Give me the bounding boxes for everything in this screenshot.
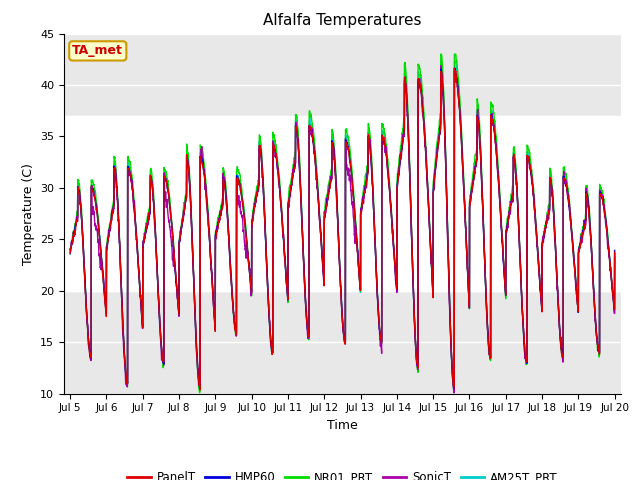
AM25T_PRT [67, 252, 74, 257]
Legend: PanelT, HMP60, NR01_PRT, SonicT, AM25T_PRT: PanelT, HMP60, NR01_PRT, SonicT, AM25T_P… [122, 466, 563, 480]
PanelT [611, 250, 618, 255]
NR01_PRT [611, 305, 618, 311]
Line: PanelT: PanelT [70, 69, 614, 390]
AM25T_PRT [611, 251, 618, 257]
NR01_PRT [322, 196, 330, 202]
SonicT [437, 63, 445, 69]
AM25T_PRT [322, 202, 330, 208]
PanelT [465, 287, 472, 293]
AM25T_PRT [451, 386, 458, 392]
PanelT [67, 250, 74, 256]
HMP60 [495, 193, 503, 199]
HMP60 [435, 143, 442, 149]
HMP60 [322, 205, 330, 211]
PanelT [611, 303, 618, 309]
SonicT [465, 288, 472, 293]
Line: AM25T_PRT: AM25T_PRT [70, 60, 614, 389]
AM25T_PRT [495, 191, 503, 196]
NR01_PRT [451, 390, 458, 396]
NR01_PRT [495, 184, 503, 190]
SonicT [450, 390, 458, 396]
NR01_PRT [164, 180, 172, 185]
Y-axis label: Temperature (C): Temperature (C) [22, 163, 35, 264]
AM25T_PRT [435, 137, 442, 143]
HMP60 [465, 288, 472, 294]
NR01_PRT [611, 251, 618, 256]
SonicT [322, 207, 330, 213]
AM25T_PRT [611, 305, 618, 311]
Line: HMP60: HMP60 [70, 68, 614, 388]
PanelT [451, 66, 458, 72]
PanelT [495, 193, 503, 199]
SonicT [495, 189, 503, 195]
SonicT [435, 140, 442, 146]
HMP60 [164, 188, 172, 194]
PanelT [322, 206, 330, 212]
NR01_PRT [67, 247, 74, 252]
HMP60 [451, 65, 458, 71]
SonicT [611, 254, 618, 260]
PanelT [164, 187, 172, 193]
HMP60 [611, 305, 618, 311]
SonicT [611, 306, 618, 312]
NR01_PRT [437, 51, 445, 57]
X-axis label: Time: Time [327, 419, 358, 432]
AM25T_PRT [164, 187, 172, 193]
NR01_PRT [435, 132, 442, 138]
PanelT [435, 141, 442, 147]
Text: TA_met: TA_met [72, 44, 124, 58]
HMP60 [67, 247, 74, 252]
Bar [64, 116, 621, 291]
NR01_PRT [465, 288, 472, 293]
Line: SonicT: SonicT [70, 66, 614, 393]
HMP60 [611, 248, 618, 253]
AM25T_PRT [437, 58, 445, 63]
SonicT [67, 251, 74, 256]
AM25T_PRT [465, 289, 472, 295]
HMP60 [451, 385, 458, 391]
Title: Alfalfa Temperatures: Alfalfa Temperatures [263, 13, 422, 28]
PanelT [196, 387, 204, 393]
Line: NR01_PRT: NR01_PRT [70, 54, 614, 393]
SonicT [164, 213, 172, 218]
